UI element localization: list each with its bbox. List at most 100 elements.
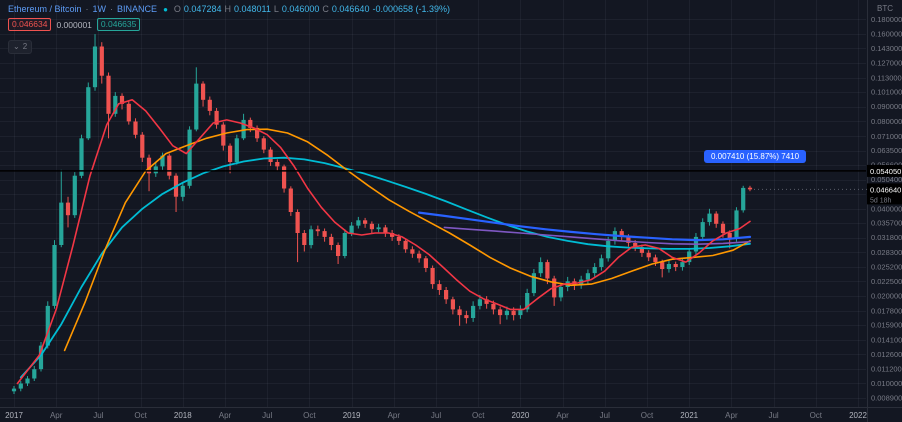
low-value: 0.046000 [281, 4, 320, 14]
candle [430, 265, 435, 289]
y-axis-label: 0.040000 [871, 204, 902, 213]
ma-cyan-line [19, 156, 751, 379]
y-axis-label: 0.025200 [871, 263, 902, 272]
x-axis-label: Apr [50, 411, 63, 420]
candle [315, 225, 320, 237]
candle [140, 132, 145, 162]
x-axis-label: 2018 [174, 411, 192, 420]
x-axis-label: 2019 [343, 411, 361, 420]
candle [329, 233, 334, 251]
candle [126, 101, 131, 125]
x-axis-label: Apr [556, 411, 569, 420]
y-axis-label: 0.050400 [871, 175, 902, 184]
price-scale[interactable]: 0.180000 0.160000 0.143000 0.127000 0.113000… [871, 15, 902, 403]
x-axis-label: 2020 [512, 411, 530, 420]
high-value: 0.048011 [233, 4, 271, 14]
candle [619, 228, 624, 241]
candle [417, 250, 422, 263]
x-axis-label: Apr [725, 411, 738, 420]
time-scale[interactable]: 2017 Apr Jul Oct 2018 Apr Jul Oct 2019 Apr Jul Oct 2… [5, 411, 867, 420]
y-axis-label: 0.015900 [871, 321, 902, 330]
candle [369, 221, 374, 233]
candle [214, 108, 219, 129]
candle [747, 185, 753, 192]
candle [153, 162, 158, 177]
x-axis-label: Jul [431, 411, 441, 420]
candle [79, 134, 84, 179]
candle [673, 261, 678, 272]
candle [471, 301, 476, 322]
candle [207, 96, 212, 116]
candle [106, 72, 111, 139]
y-axis-label: 0.090000 [871, 102, 902, 111]
last-price-tag: 0.046640 [870, 185, 901, 194]
candle [356, 216, 361, 229]
x-axis-label: 2017 [5, 411, 23, 420]
y-axis-label: 0.031800 [871, 233, 902, 242]
open-value: 0.047284 [183, 4, 222, 14]
candle [72, 172, 77, 218]
candle [113, 92, 118, 117]
grid [0, 0, 866, 407]
candle [525, 288, 530, 313]
exchange-label[interactable]: BINANCE [117, 4, 158, 14]
candle [92, 34, 98, 91]
axis-unit-label[interactable]: BTC [877, 4, 893, 13]
chevron-down-icon: ⌄ [13, 42, 20, 51]
low-label: L [273, 4, 279, 14]
hline-price-tag: 0.054050 [870, 167, 901, 176]
candle [639, 244, 644, 257]
candle [99, 42, 104, 84]
ma-blue-line [418, 211, 752, 242]
symbol-title[interactable]: Ethereum / Bitcoin [8, 4, 82, 14]
high-label: H [224, 4, 231, 14]
x-axis-label: Apr [219, 411, 232, 420]
x-axis-label: Apr [388, 411, 401, 420]
candle [25, 376, 30, 386]
y-axis-label: 0.160000 [871, 30, 902, 39]
countdown: 5d 18h [870, 197, 892, 204]
candle [437, 280, 442, 295]
candle [18, 381, 23, 392]
y-axis-label: 0.080000 [871, 117, 902, 126]
ma-red-line [16, 99, 751, 385]
candle [45, 301, 50, 349]
candle [133, 118, 138, 139]
candle [599, 254, 604, 271]
candle [410, 246, 415, 258]
status-dot-icon: ● [163, 4, 168, 14]
candle [180, 181, 185, 202]
candle [606, 236, 611, 262]
y-axis-label: 0.017800 [871, 306, 902, 315]
candle [714, 211, 719, 228]
legend-collapse-button[interactable]: ⌄ 2 [8, 40, 33, 54]
candle [498, 306, 503, 325]
candle [38, 342, 44, 372]
candle [32, 365, 37, 381]
candle [261, 136, 266, 154]
x-axis-label: Jul [768, 411, 778, 420]
ask-button[interactable]: 0.046635 [96, 18, 141, 31]
candle [234, 134, 239, 165]
y-axis-label: 0.020000 [871, 292, 902, 301]
candle [450, 296, 455, 315]
interval-label[interactable]: 1W [92, 4, 107, 14]
price-range-label[interactable]: 0.007410 (15.87%) 7410 [704, 149, 807, 163]
candle [592, 263, 597, 277]
candle [646, 250, 651, 262]
candlestick-series [11, 34, 753, 394]
candle [275, 159, 280, 171]
bid-button[interactable]: 0.046634 [8, 18, 52, 31]
candle [268, 147, 273, 166]
candle [59, 169, 64, 248]
candle [322, 228, 327, 242]
candle [653, 254, 658, 266]
candle [700, 218, 705, 241]
candle [336, 242, 341, 264]
y-axis-label: 0.180000 [871, 15, 902, 24]
separator: · [110, 4, 114, 14]
open-label: O [173, 4, 181, 14]
candle [464, 310, 469, 324]
y-axis-label: 0.035700 [871, 219, 902, 228]
